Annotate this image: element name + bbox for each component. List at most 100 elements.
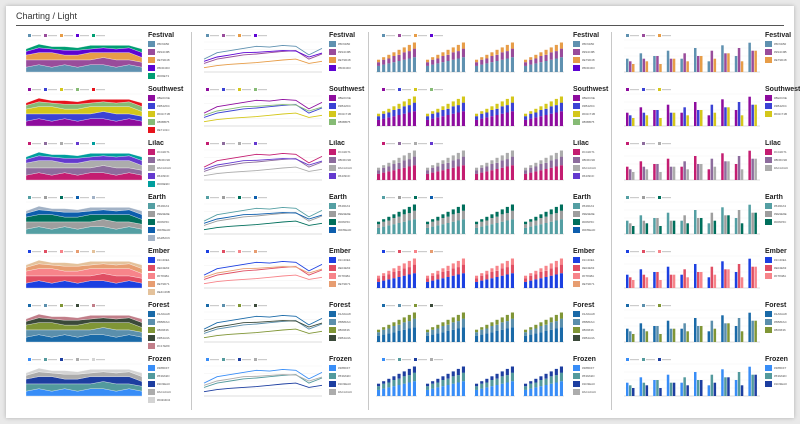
grouped-bar [748, 312, 751, 342]
legend-text-placeholder [434, 143, 443, 145]
legend-text-placeholder [48, 197, 57, 199]
color-hex-label: #994C9B [774, 50, 787, 54]
color-swatch [573, 319, 580, 325]
stacked-bar-segment [534, 270, 538, 275]
stacked-bar-segment [412, 327, 416, 342]
color-swatch [148, 57, 155, 63]
stacked-bar-segment [387, 58, 391, 64]
line-series-4 [203, 158, 323, 170]
stacked-bar-chart-group-svg [376, 34, 564, 73]
title-underline [16, 25, 784, 26]
line-chart-svg [203, 358, 323, 397]
stacked-bar-segment [456, 274, 460, 288]
stacked-bar-segment [402, 59, 406, 72]
palette-legend: Frozen #388DF7 #539A9D #1D3EA0 #ACACAC [573, 356, 613, 408]
stacked-bar-segment [392, 278, 396, 288]
stacked-bar-segment [451, 371, 455, 377]
stacked-bar-segment [539, 170, 543, 180]
stacked-bar-segment [446, 324, 450, 331]
palette-name: Frozen [573, 356, 596, 363]
stacked-bar-segment [485, 328, 489, 334]
stacked-bar-segment [510, 312, 514, 319]
color-hex-label: #539A9D [582, 374, 595, 378]
stacked-bar-segment [544, 108, 548, 115]
grouped-bar [721, 207, 724, 234]
stacked-bar-segment [436, 63, 440, 72]
line-series-2 [203, 374, 323, 388]
grouped-bar [734, 380, 738, 396]
stacked-bar-segment [446, 54, 450, 61]
stacked-bar-segment [387, 162, 391, 167]
stacked-bar-segment [451, 383, 455, 396]
color-swatch [329, 365, 336, 371]
palette-legend: Ember #1C40E1 #E04E63 #F7848A [765, 248, 800, 300]
stacked-bar-segment [490, 164, 494, 171]
grouped-bar [734, 326, 738, 342]
legend-dot [92, 358, 95, 361]
stacked-bar-segment [534, 274, 538, 280]
stacked-bar-segment [412, 204, 416, 211]
legend-text-placeholder [80, 35, 89, 37]
color-hex-label: #C41D71 [338, 150, 351, 154]
legend-dot [238, 196, 241, 199]
grouped-bar [694, 102, 697, 126]
stacked-bar-segment [392, 380, 396, 387]
stacked-bar-segment [426, 170, 430, 174]
stacked-bar-chart-group [372, 194, 572, 244]
legend-text-placeholder [96, 305, 105, 307]
stacked-bar-segment [436, 274, 440, 280]
stacked-bar-segment [534, 108, 538, 113]
stacked-bar-segment [529, 280, 533, 288]
color-hex-label: #ACACAC [582, 390, 597, 394]
legend-dot [92, 88, 95, 91]
legend-text-placeholder [64, 359, 73, 361]
stacked-bar-segment [475, 113, 479, 117]
line-series-2 [203, 50, 323, 64]
stacked-bar-segment [451, 113, 455, 126]
stacked-bar-segment [505, 328, 509, 342]
legend-dot [206, 250, 209, 253]
color-hex-label: #8D6C9D [774, 158, 788, 162]
line-series-2 [203, 212, 323, 226]
grouped-bar [737, 102, 741, 126]
grouped-bar [734, 56, 738, 72]
color-hex-label: #0D5EAD [582, 228, 596, 232]
stacked-bar-segment [397, 49, 401, 55]
grouped-bar [727, 323, 730, 342]
stacked-bar-segment [480, 327, 484, 330]
grouped-bar [629, 223, 632, 234]
stacked-bar-segment [554, 314, 558, 322]
stacked-bar-segment [549, 322, 553, 330]
grouped-bar [737, 156, 741, 180]
stacked-bar-segment [495, 162, 499, 169]
stacked-bar-segment [436, 108, 440, 113]
color-swatch [329, 373, 336, 379]
stacked-bar-segment [426, 281, 430, 288]
stacked-bar-segment [480, 165, 484, 168]
legend-text-placeholder [96, 143, 105, 145]
stacked-bar-chart-group-svg [376, 142, 564, 181]
stacked-bar-segment [412, 318, 416, 328]
stacked-bar-segment [441, 332, 445, 342]
stacked-bar-segment [529, 113, 533, 119]
color-swatch [573, 57, 580, 63]
palette-legend: Forest #1A6AA8 #5B8FAC #809636 #3B4A3A [573, 302, 613, 354]
color-swatch [329, 95, 336, 101]
palette-name: Festival [573, 32, 600, 39]
palette-name: Forest [329, 302, 351, 309]
legend-dot [28, 358, 31, 361]
palette-legend: Ember #1C40E1 #E04E63 #F7848A #E79D71 [573, 248, 613, 300]
color-swatch [148, 119, 155, 125]
grouped-bar [632, 388, 635, 396]
stacked-bar-segment [431, 111, 435, 114]
grouped-bar-chart [616, 86, 764, 136]
legend-dot [60, 196, 63, 199]
legend-dot [92, 142, 95, 145]
stacked-bar-segment [554, 206, 558, 214]
stacked-bar-segment [534, 324, 538, 329]
stacked-bar-segment [529, 221, 533, 227]
stacked-bar-segment [382, 219, 386, 222]
color-swatch [148, 227, 155, 233]
legend-text-placeholder [434, 305, 443, 307]
dashboard-canvas: Charting / Light Festival #5F91B0 #994C9B #… [6, 6, 800, 418]
